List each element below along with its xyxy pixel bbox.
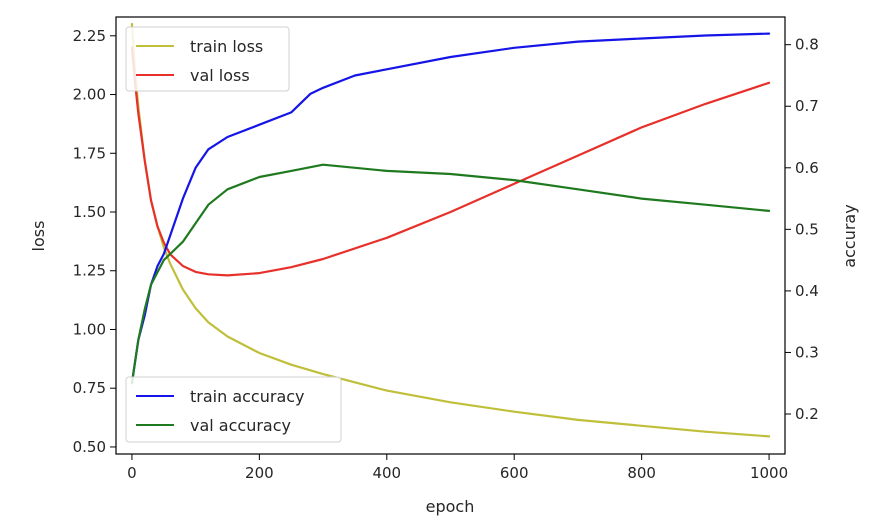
legend-accuracy-box (125, 376, 342, 443)
series-line-val-loss (130, 46, 771, 277)
series-layer (130, 22, 771, 438)
x-tick-label: 200 (245, 464, 274, 482)
y-left-tick-label: 1.00 (73, 320, 106, 338)
y-left-axis-label: loss (29, 221, 48, 252)
x-tick-label: 600 (500, 464, 529, 482)
y-left-tick-label: 1.75 (73, 144, 106, 162)
y-left-tick-label: 1.25 (73, 262, 106, 280)
y-left-axis-ticks: 0.50 0.75 1.00 1.25 1.50 1.75 2.00 2.25 (73, 27, 116, 456)
y-right-tick-label: 0.7 (795, 97, 819, 115)
y-right-tick-label: 0.8 (795, 36, 819, 54)
y-right-tick-label: 0.5 (795, 220, 819, 238)
y-left-tick-label: 2.00 (73, 86, 106, 104)
y-right-tick-label: 0.6 (795, 159, 819, 177)
y-right-tick-label: 0.3 (795, 343, 819, 361)
x-axis-label: epoch (426, 497, 475, 516)
plot-frame (115, 16, 786, 455)
y-right-tick-label: 0.4 (795, 282, 819, 300)
x-tick-label: 800 (627, 464, 656, 482)
y-right-axis-ticks: 0.2 0.3 0.4 0.5 0.6 0.7 0.8 (785, 36, 819, 423)
y-left-tick-label: 1.50 (73, 203, 106, 221)
y-right-axis-label: accuray (840, 204, 859, 267)
x-tick-label: 1000 (750, 464, 788, 482)
x-tick-label: 0 (127, 464, 137, 482)
legend-accuracy: train accuracy val accuracy (125, 376, 342, 443)
y-left-tick-label: 2.25 (73, 27, 106, 45)
y-left-tick-label: 0.50 (73, 438, 106, 456)
y-left-tick-label: 0.75 (73, 379, 106, 397)
series-line-train-accuracy (130, 32, 771, 385)
y-right-tick-label: 0.2 (795, 405, 819, 423)
series-line-val-accuracy (130, 163, 771, 385)
legend-label-train-loss: train loss (190, 37, 263, 56)
legend-label-val-accuracy: val accuracy (190, 416, 291, 435)
x-axis-ticks: 0 200 400 600 800 1000 (127, 454, 788, 482)
x-tick-label: 400 (372, 464, 401, 482)
legend-label-val-loss: val loss (190, 66, 250, 85)
legend-label-train-accuracy: train accuracy (190, 387, 305, 406)
legend-loss: train loss val loss (125, 26, 290, 92)
